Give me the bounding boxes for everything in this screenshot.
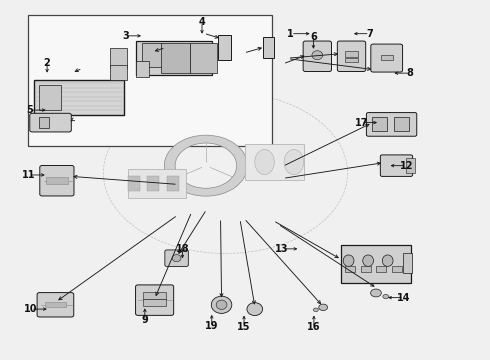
Bar: [167, 176, 179, 191]
Text: 3: 3: [122, 31, 129, 41]
Bar: [27, 15, 272, 146]
Text: 7: 7: [366, 29, 373, 39]
Text: 8: 8: [407, 68, 414, 78]
Bar: [361, 266, 370, 272]
Ellipse shape: [343, 255, 354, 266]
Bar: [45, 302, 66, 307]
FancyBboxPatch shape: [371, 44, 403, 72]
FancyBboxPatch shape: [136, 285, 173, 315]
Ellipse shape: [216, 300, 227, 310]
Ellipse shape: [370, 289, 381, 297]
Bar: [161, 43, 190, 73]
Text: 4: 4: [198, 17, 205, 27]
Text: 5: 5: [26, 105, 33, 115]
Bar: [128, 176, 140, 191]
Ellipse shape: [211, 296, 232, 314]
Ellipse shape: [247, 303, 263, 316]
Bar: [143, 300, 166, 306]
Bar: [245, 144, 304, 180]
Bar: [218, 35, 231, 59]
Bar: [34, 81, 124, 114]
Ellipse shape: [319, 304, 328, 311]
Bar: [263, 37, 274, 58]
Bar: [392, 266, 402, 272]
Ellipse shape: [284, 149, 304, 175]
Ellipse shape: [314, 308, 318, 312]
Bar: [345, 58, 358, 62]
Ellipse shape: [312, 51, 323, 60]
FancyBboxPatch shape: [303, 41, 331, 72]
Ellipse shape: [255, 149, 274, 175]
Bar: [403, 253, 412, 273]
Text: 11: 11: [22, 170, 36, 180]
Text: 16: 16: [307, 322, 320, 332]
Text: 15: 15: [237, 322, 251, 332]
Bar: [406, 158, 415, 173]
Text: 1: 1: [287, 29, 294, 39]
Text: 2: 2: [44, 58, 50, 68]
Bar: [128, 169, 186, 198]
Bar: [136, 41, 212, 75]
Text: 19: 19: [205, 321, 219, 331]
Ellipse shape: [382, 255, 393, 266]
FancyBboxPatch shape: [30, 113, 72, 132]
Bar: [39, 85, 61, 110]
Bar: [190, 43, 217, 73]
Bar: [110, 65, 127, 80]
Bar: [341, 246, 412, 283]
FancyBboxPatch shape: [37, 293, 74, 317]
Text: 12: 12: [399, 161, 413, 171]
Text: 13: 13: [275, 244, 289, 254]
Text: 9: 9: [142, 315, 148, 325]
Ellipse shape: [363, 255, 373, 266]
Bar: [376, 266, 386, 272]
Text: 14: 14: [397, 293, 411, 303]
FancyBboxPatch shape: [337, 41, 366, 72]
Bar: [143, 292, 166, 299]
Bar: [345, 266, 355, 272]
Bar: [345, 50, 358, 57]
Bar: [46, 177, 68, 184]
FancyBboxPatch shape: [165, 250, 188, 266]
Bar: [110, 48, 127, 68]
Text: 18: 18: [175, 244, 189, 254]
Ellipse shape: [103, 92, 347, 253]
Bar: [136, 61, 149, 77]
FancyBboxPatch shape: [380, 155, 413, 176]
Text: 6: 6: [310, 32, 317, 42]
Bar: [39, 117, 49, 129]
Bar: [394, 117, 409, 131]
FancyBboxPatch shape: [367, 113, 417, 136]
Text: 10: 10: [24, 304, 38, 314]
FancyBboxPatch shape: [40, 166, 74, 196]
Ellipse shape: [172, 255, 181, 262]
Ellipse shape: [383, 294, 389, 299]
Bar: [143, 43, 162, 67]
Bar: [372, 117, 387, 131]
Text: 17: 17: [355, 118, 368, 128]
Bar: [381, 55, 393, 60]
Bar: [147, 176, 159, 191]
